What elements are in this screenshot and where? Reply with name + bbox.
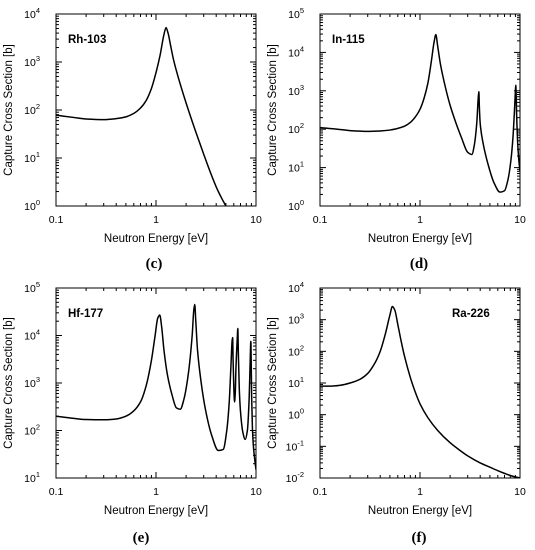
x-axis-title: Neutron Energy [eV] [104,233,208,245]
y-axis-title: Capture Cross Section [b] [267,317,279,449]
y-tick-label: 103 [24,54,40,69]
y-tick-label: 102 [288,121,304,136]
chart-panel: 0.1 1 10 100 101 102 103 104 Neutron Energy [eV]… [3,6,262,272]
chart-panel: 0.1 1 10 10-2 10-1 100 101 102 103 104 Neutron Ene… [267,280,526,546]
y-tick-label: 104 [24,328,40,343]
x-tick-label: 1 [153,486,159,498]
y-tick-label: 102 [24,102,40,117]
panel-letter: (d) [410,256,428,272]
isotope-label: Hf-177 [68,308,103,320]
chart-panel: 0.1 1 10 101 102 103 104 105 Neutron Energy [eV]… [3,280,262,546]
x-tick-label: 0.1 [49,486,64,498]
x-axis-title: Neutron Energy [eV] [368,505,472,517]
x-tick-label: 1 [417,214,423,226]
y-tick-label: 105 [24,280,40,295]
y-tick-label: 10-2 [286,470,304,485]
y-tick-label: 103 [288,312,304,327]
cross-section-curve [56,303,256,470]
y-axis-title: Capture Cross Section [b] [267,44,279,176]
chart-panel: 0.1 1 10 100 101 102 103 104 105 Neutron Energy [… [267,6,526,272]
y-axis-title: Capture Cross Section [b] [3,44,15,176]
x-tick-label: 10 [514,214,526,226]
cross-section-curve [56,26,227,206]
y-tick-label: 101 [24,470,40,485]
panel-letter: (e) [133,530,150,546]
x-tick-label: 1 [153,214,159,226]
x-tick-label: 10 [514,486,526,498]
y-tick-label: 10-1 [286,438,304,453]
x-axis-title: Neutron Energy [eV] [104,505,208,517]
y-tick-label: 104 [288,44,304,59]
x-axis-title: Neutron Energy [eV] [368,233,472,245]
x-tick-label: 10 [250,486,262,498]
y-tick-label: 104 [24,6,40,21]
x-tick-label: 0.1 [313,486,328,498]
y-tick-label: 103 [288,83,304,98]
cross-section-curve [320,33,520,193]
y-tick-label: 100 [288,198,304,213]
isotope-label: In-115 [332,34,365,46]
y-tick-label: 100 [288,407,304,422]
x-tick-label: 10 [250,214,262,226]
panel-letter: (f) [412,530,427,546]
isotope-label: Rh-103 [68,34,106,46]
cross-section-curve [320,305,520,478]
y-tick-label: 100 [24,198,40,213]
y-tick-label: 104 [288,280,304,295]
x-tick-label: 0.1 [313,214,328,226]
y-tick-label: 101 [24,150,40,165]
x-tick-label: 1 [417,486,423,498]
y-tick-label: 103 [24,375,40,390]
panel-letter: (c) [146,256,163,272]
isotope-label: Ra-226 [452,308,490,320]
y-tick-label: 101 [288,160,304,175]
y-axis-title: Capture Cross Section [b] [3,317,15,449]
y-tick-label: 101 [288,375,304,390]
y-tick-label: 102 [24,423,40,438]
y-tick-label: 102 [288,343,304,358]
x-tick-label: 0.1 [49,214,64,226]
y-tick-label: 105 [288,6,304,21]
